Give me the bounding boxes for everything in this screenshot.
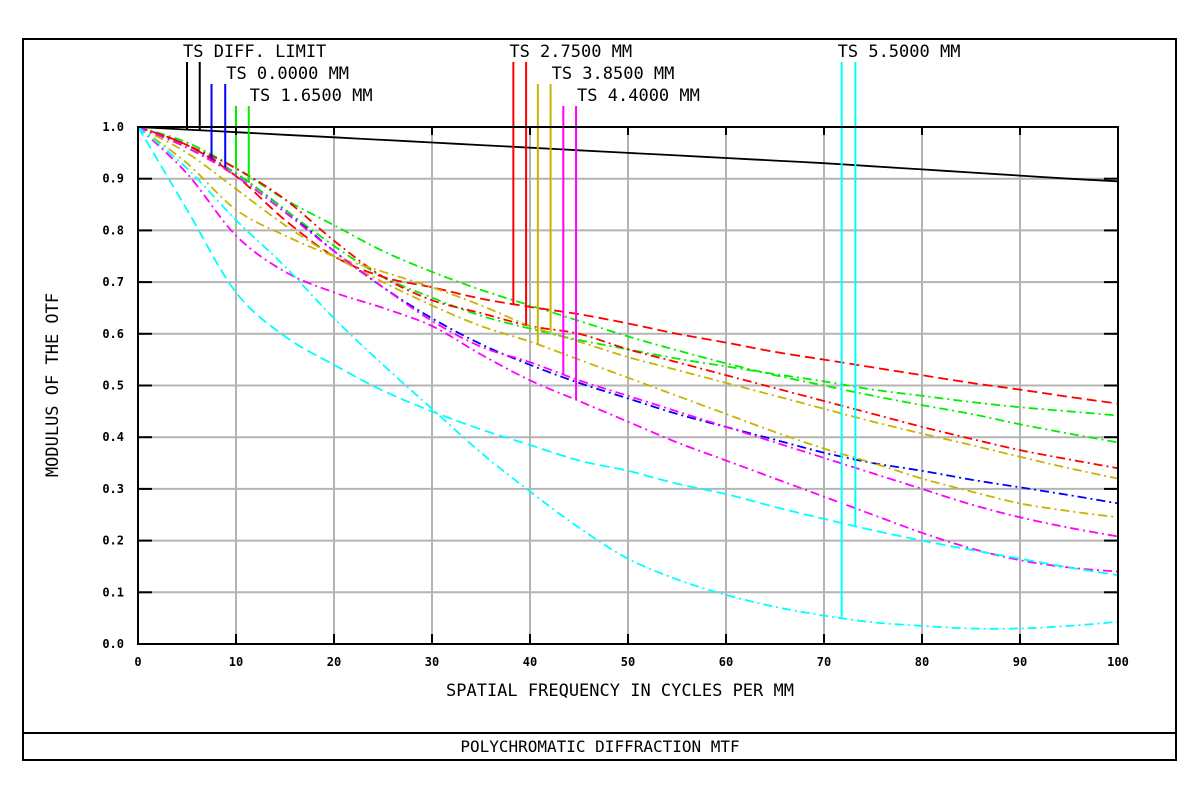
x-tick-label: 30 (425, 655, 439, 669)
legend-label: TS 4.4000 MM (577, 86, 700, 106)
series-line-ts-5-5000-mm-s (137, 126, 1119, 577)
series-line-ts-2-7500-mm-t (137, 126, 1119, 405)
series-line-ts-1-6500-mm-t (137, 126, 1119, 444)
x-tick-label: 40 (523, 655, 537, 669)
x-tick-label: 60 (719, 655, 733, 669)
y-tick-label: 0.1 (102, 585, 124, 599)
y-tick-label: 0.8 (102, 223, 124, 237)
legend-label: TS 1.6500 MM (250, 86, 373, 106)
series-line-ts-1-6500-mm-s (137, 126, 1119, 417)
chart-title: POLYCHROMATIC DIFFRACTION MTF (460, 737, 739, 756)
grid (138, 127, 1118, 644)
series-line-ts-2-7500-mm-s (137, 126, 1119, 470)
y-tick-label: 0.2 (102, 534, 124, 548)
y-axis-label: MODULUS OF THE OTF (43, 293, 63, 477)
series-layer (137, 126, 1119, 630)
legend-label: TS DIFF. LIMIT (183, 42, 326, 62)
x-tick-label: 90 (1013, 655, 1027, 669)
x-axis-label: SPATIAL FREQUENCY IN CYCLES PER MM (446, 681, 794, 701)
x-tick-label: 70 (817, 655, 831, 669)
x-tick-label: 50 (621, 655, 635, 669)
x-tick-label: 80 (915, 655, 929, 669)
y-tick-label: 0.5 (102, 379, 124, 393)
legend-label: TS 5.5000 MM (838, 42, 961, 62)
series-line-ts-0-0000-mm (137, 126, 1119, 505)
x-tick-label: 10 (229, 655, 243, 669)
y-tick-label: 0.9 (102, 172, 124, 186)
y-tick-label: 0.3 (102, 482, 124, 496)
y-tick-label: 0.0 (102, 637, 124, 651)
y-tick-label: 0.4 (102, 430, 124, 444)
legend-label: TS 3.8500 MM (552, 64, 675, 84)
y-tick-label: 0.6 (102, 327, 124, 341)
x-tick-label: 0 (134, 655, 141, 669)
series-line-ts-3-8500-mm-t (137, 126, 1119, 519)
legend-label: TS 2.7500 MM (509, 42, 632, 62)
legend-label: TS 0.0000 MM (226, 64, 349, 84)
x-tick-label: 20 (327, 655, 341, 669)
axis-ticks: 0 10 20 30 40 50 60 70 80 90 100 0.0 0.1 0.2 0.3 0.4 0.5… (102, 120, 1129, 669)
series-line-ts-3-8500-mm-s (137, 126, 1119, 480)
series-line-ts-4-4000-mm-s (137, 126, 1119, 573)
series-line-ts-diff-limit (137, 126, 1119, 183)
outer-frame (22, 38, 1177, 761)
series-line-ts-4-4000-mm-t (137, 126, 1119, 538)
x-tick-label: 100 (1107, 655, 1129, 669)
y-tick-label: 1.0 (102, 120, 124, 134)
y-tick-label: 0.7 (102, 275, 124, 289)
